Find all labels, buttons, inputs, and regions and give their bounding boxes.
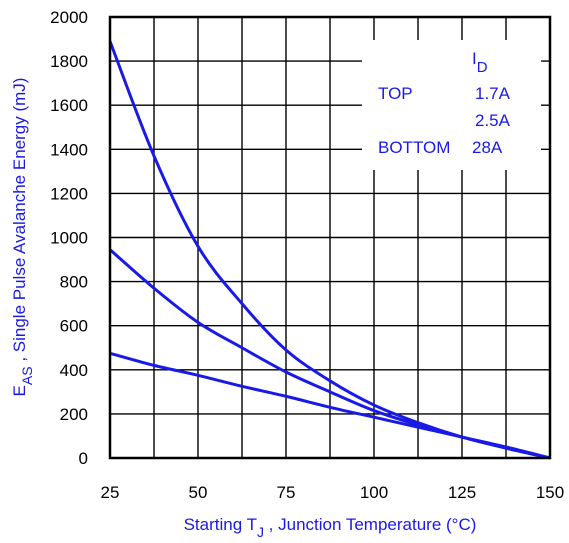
x-axis-title-prefix: Starting T	[184, 515, 257, 534]
series-line-3	[109, 351, 551, 460]
y-tick-label: 400	[60, 361, 88, 380]
y-axis-title-suffix: , Single Pulse Avalanche Energy (mJ)	[10, 78, 29, 367]
y-tick-label: 200	[60, 405, 88, 424]
y-tick-label: 2000	[50, 8, 88, 27]
legend: ID TOP 1.7A 2.5A BOTTOM 28A	[378, 49, 511, 157]
y-tick-label: 600	[60, 317, 88, 336]
plot-frame	[108, 15, 552, 460]
legend-row-label: BOTTOM	[378, 138, 450, 157]
x-axis-title-suffix: , Junction Temperature (°C)	[264, 515, 476, 534]
legend-row-value: 28A	[472, 138, 503, 157]
legend-header: ID	[472, 49, 488, 76]
legend-row-value: 2.5A	[475, 111, 511, 130]
y-tick-label: 1400	[50, 140, 88, 159]
y-tick-label: 800	[60, 273, 88, 292]
y-tick-label: 1600	[50, 96, 88, 115]
x-axis-title: Starting TJ , Junction Temperature (°C)	[184, 515, 477, 540]
y-tick-label: 1000	[50, 229, 88, 248]
legend-box	[362, 40, 541, 170]
y-tick-label: 1800	[50, 52, 88, 71]
x-axis-title-sub: J	[257, 524, 264, 540]
x-tick-label: 125	[448, 483, 476, 502]
x-tick-label: 25	[101, 483, 120, 502]
legend-row-value: 1.7A	[475, 84, 511, 103]
x-tick-label: 50	[189, 483, 208, 502]
legend-row-label: TOP	[378, 84, 413, 103]
y-tick-label: 0	[79, 449, 88, 468]
y-axis-title-prefix: E	[10, 385, 29, 396]
y-axis-title-sub: AS	[19, 366, 35, 385]
x-tick-label: 100	[360, 483, 388, 502]
y-tick-label: 1200	[50, 184, 88, 203]
legend-header-sub: D	[477, 59, 488, 76]
x-tick-label: 150	[536, 483, 564, 502]
data-series	[108, 40, 551, 460]
x-tick-label: 75	[277, 483, 296, 502]
legend-header-main: I	[472, 49, 477, 68]
y-axis-title: EAS , Single Pulse Avalanche Energy (mJ)	[10, 78, 35, 397]
tick-labels: 0 200 400 600 800 1000 1200 1400 1600 1800 2000 25 5…	[50, 8, 564, 502]
